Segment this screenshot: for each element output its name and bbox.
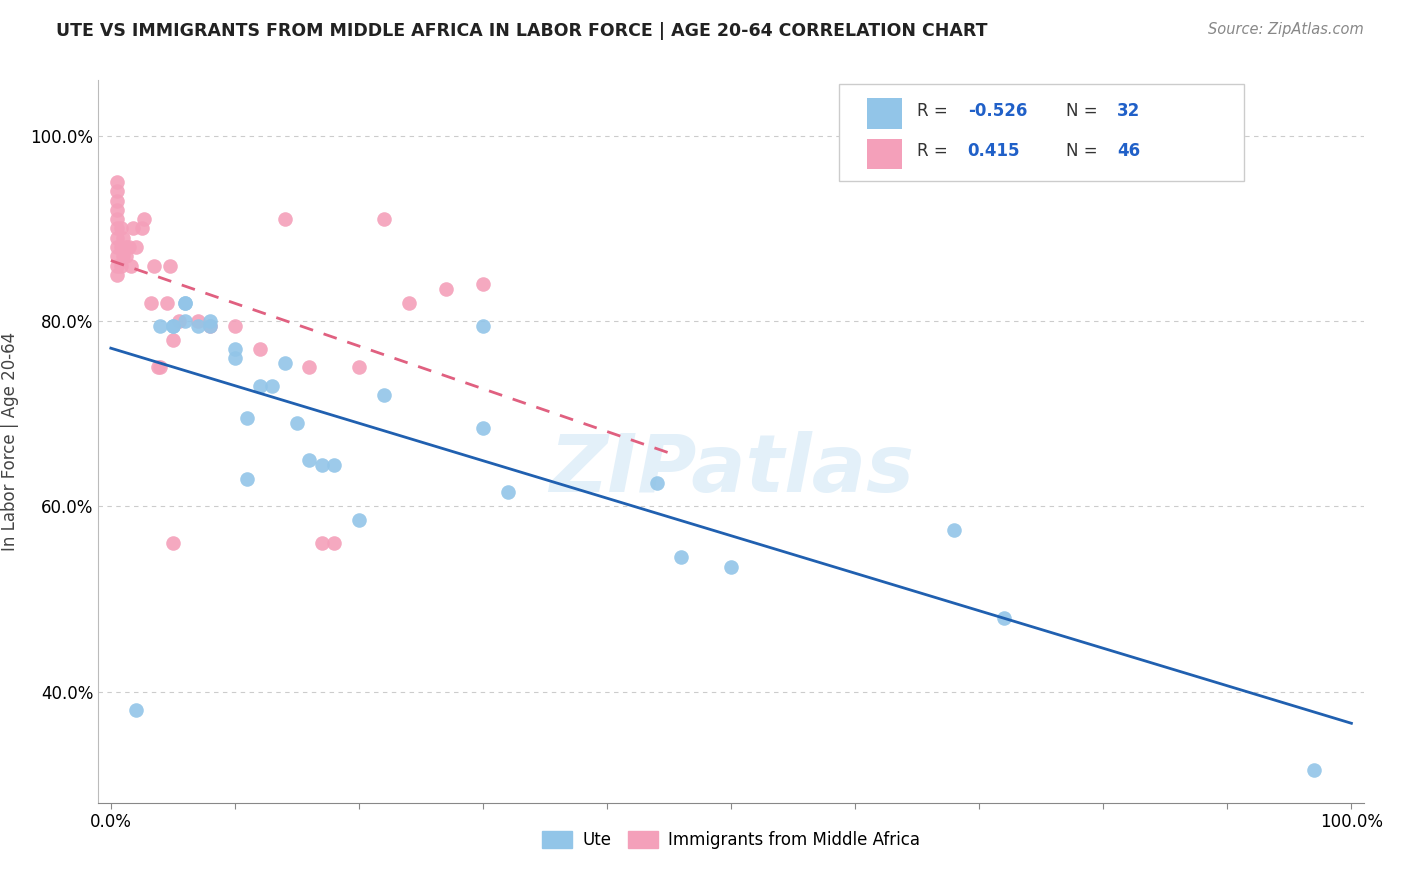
Text: -0.526: -0.526 xyxy=(967,102,1028,120)
Point xyxy=(943,523,966,537)
Point xyxy=(472,420,495,434)
Point xyxy=(122,221,145,235)
Point xyxy=(110,221,132,235)
Point xyxy=(105,175,128,189)
Point xyxy=(112,249,135,263)
FancyBboxPatch shape xyxy=(866,98,903,128)
Point xyxy=(311,536,333,550)
Point xyxy=(236,411,259,425)
Point xyxy=(162,536,184,550)
Point xyxy=(187,318,209,333)
Text: 0.415: 0.415 xyxy=(967,143,1021,161)
Point xyxy=(105,212,128,227)
Text: R =: R = xyxy=(917,143,953,161)
Point xyxy=(373,212,395,227)
Point xyxy=(323,536,346,550)
Point xyxy=(472,318,495,333)
Point xyxy=(347,360,370,375)
Point xyxy=(131,221,153,235)
Point xyxy=(105,194,128,208)
Point xyxy=(114,240,136,254)
Point xyxy=(224,318,246,333)
Point xyxy=(159,259,181,273)
Point xyxy=(105,202,128,217)
Point xyxy=(187,314,209,328)
Point xyxy=(249,379,271,393)
Point xyxy=(720,559,742,574)
Point xyxy=(496,485,519,500)
Point xyxy=(156,295,179,310)
Point xyxy=(105,240,128,254)
Point xyxy=(167,314,190,328)
Point xyxy=(198,318,221,333)
Text: N =: N = xyxy=(1067,143,1104,161)
Point xyxy=(118,240,141,254)
Point xyxy=(124,240,146,254)
Point xyxy=(993,610,1015,624)
Point xyxy=(162,318,184,333)
Point xyxy=(472,277,495,291)
Point xyxy=(146,360,169,375)
Point xyxy=(139,295,162,310)
Point xyxy=(311,458,333,472)
Point xyxy=(162,333,184,347)
Point xyxy=(162,318,184,333)
Point xyxy=(398,295,420,310)
Point xyxy=(198,318,221,333)
Point xyxy=(174,314,197,328)
Point xyxy=(105,221,128,235)
Point xyxy=(149,360,172,375)
Point xyxy=(105,268,128,282)
Text: UTE VS IMMIGRANTS FROM MIDDLE AFRICA IN LABOR FORCE | AGE 20-64 CORRELATION CHAR: UTE VS IMMIGRANTS FROM MIDDLE AFRICA IN … xyxy=(56,22,988,40)
FancyBboxPatch shape xyxy=(838,84,1244,181)
Point xyxy=(134,212,156,227)
Text: Source: ZipAtlas.com: Source: ZipAtlas.com xyxy=(1208,22,1364,37)
Text: 46: 46 xyxy=(1118,143,1140,161)
Point xyxy=(105,185,128,199)
Point xyxy=(273,356,295,370)
Text: N =: N = xyxy=(1067,102,1104,120)
Point xyxy=(174,295,197,310)
Point xyxy=(149,318,172,333)
Point xyxy=(645,476,668,491)
Point xyxy=(224,342,246,356)
Point xyxy=(671,550,693,565)
Point xyxy=(1303,764,1326,778)
Point xyxy=(110,259,132,273)
Point xyxy=(236,472,259,486)
Point xyxy=(105,259,128,273)
Text: ZIPatlas: ZIPatlas xyxy=(548,432,914,509)
FancyBboxPatch shape xyxy=(866,139,903,169)
Point xyxy=(285,416,308,430)
Point xyxy=(262,379,284,393)
Point xyxy=(105,231,128,245)
Point xyxy=(249,342,271,356)
Point xyxy=(323,458,346,472)
Point xyxy=(174,295,197,310)
Point xyxy=(198,314,221,328)
Point xyxy=(105,249,128,263)
Point xyxy=(110,240,132,254)
Text: 32: 32 xyxy=(1118,102,1140,120)
Point xyxy=(298,360,321,375)
Point xyxy=(224,351,246,366)
Point xyxy=(120,259,142,273)
Point xyxy=(347,513,370,527)
Text: R =: R = xyxy=(917,102,953,120)
Point xyxy=(373,388,395,402)
Legend: Ute, Immigrants from Middle Africa: Ute, Immigrants from Middle Africa xyxy=(536,824,927,856)
Point xyxy=(298,453,321,467)
Point xyxy=(114,249,136,263)
Point xyxy=(143,259,166,273)
Point xyxy=(434,282,457,296)
Y-axis label: In Labor Force | Age 20-64: In Labor Force | Age 20-64 xyxy=(1,332,20,551)
Point xyxy=(273,212,295,227)
Point xyxy=(124,703,146,717)
Point xyxy=(112,231,135,245)
